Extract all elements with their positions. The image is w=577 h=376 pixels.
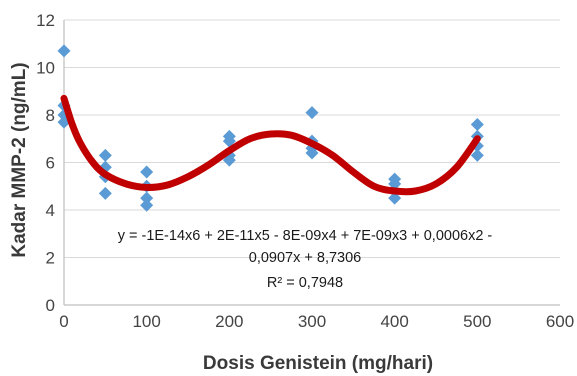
- y-tick-label: 2: [46, 249, 55, 268]
- data-point-diamond: [470, 148, 484, 162]
- equation-line-2: 0,0907x + 8,7306: [249, 250, 361, 266]
- data-point-diamond: [98, 148, 112, 162]
- data-point-diamond: [388, 191, 402, 205]
- trendline: [60, 94, 481, 196]
- x-tick-label: 400: [380, 312, 408, 331]
- y-tick-label: 10: [36, 59, 55, 78]
- y-tick-label: 0: [46, 296, 55, 315]
- y-tick-label: 6: [46, 154, 55, 173]
- y-tick-label: 12: [36, 11, 55, 30]
- data-point-diamond: [305, 106, 319, 120]
- x-axis-title: Dosis Genistein (mg/hari): [203, 353, 433, 374]
- data-point-diamond: [222, 134, 236, 148]
- x-tick-label: 500: [463, 312, 491, 331]
- y-axis-title: Kadar MMP-2 (ng/mL): [9, 62, 30, 257]
- data-point-diamond: [140, 198, 154, 212]
- x-tick-label: 100: [132, 312, 160, 331]
- x-tick-label: 200: [215, 312, 243, 331]
- data-point-diamond: [98, 186, 112, 200]
- y-tick-label: 4: [46, 201, 55, 220]
- y-tick-label: 8: [46, 106, 55, 125]
- x-tick-label: 0: [59, 312, 68, 331]
- y-tick-labels: 0 2 4 6 8 10 12: [36, 11, 55, 315]
- data-point-diamond: [140, 165, 154, 179]
- data-point-diamond: [305, 146, 319, 160]
- r-squared-label: R² = 0,7948: [267, 275, 343, 291]
- data-point-diamond: [470, 118, 484, 131]
- x-tick-label: 300: [298, 312, 326, 331]
- x-tick-labels: 0 100 200 300 400 500 600: [59, 312, 574, 331]
- equation-line-1: y = -1E-14x6 + 2E-11x5 - 8E-09x4 + 7E-09…: [118, 228, 493, 244]
- data-point-diamond: [140, 191, 154, 205]
- x-tick-label: 600: [546, 312, 574, 331]
- data-point-diamond: [57, 44, 71, 58]
